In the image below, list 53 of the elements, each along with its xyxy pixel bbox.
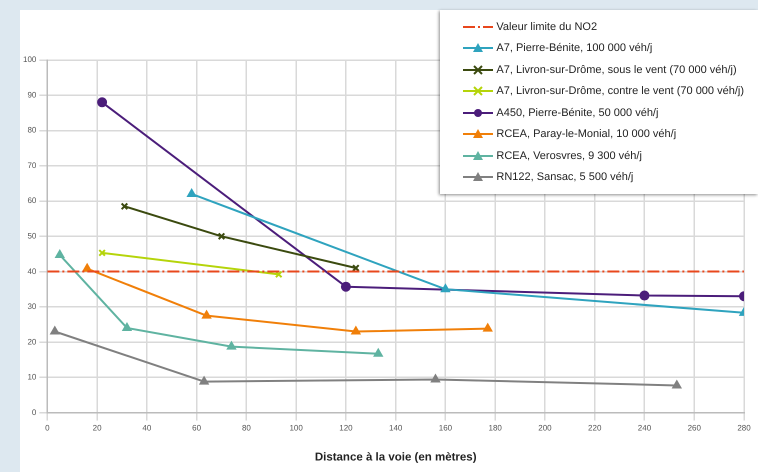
point xyxy=(187,188,196,197)
y-tick-label: 0 xyxy=(32,408,37,417)
y-tick-label: 60 xyxy=(27,196,37,206)
legend-label: RN122, Sansac, 5 500 véh/j xyxy=(496,171,634,184)
point xyxy=(483,324,492,332)
legend-label: RCEA, Verosvres, 9 300 véh/j xyxy=(496,150,642,162)
x-tick-label: 180 xyxy=(488,424,502,433)
point xyxy=(639,290,650,301)
x-tick-label: 260 xyxy=(688,424,702,433)
point xyxy=(672,380,682,388)
x-tick-label: 20 xyxy=(92,424,102,433)
point xyxy=(440,284,450,292)
y-tick-label: 70 xyxy=(27,160,37,170)
point xyxy=(202,310,212,319)
point xyxy=(374,348,383,357)
legend-label: A450, Pierre-Bénite, 50 000 véh/j xyxy=(496,106,658,119)
y-tick-label: 80 xyxy=(27,126,37,135)
y-tick-label: 10 xyxy=(27,372,37,382)
x-tick-label: 100 xyxy=(289,424,304,433)
point xyxy=(340,282,351,292)
point xyxy=(351,326,360,334)
point xyxy=(122,322,132,331)
legend-label: A7, Pierre-Bénite, 100 000 véh/j xyxy=(496,42,652,54)
point xyxy=(97,97,108,108)
point xyxy=(82,264,92,272)
point xyxy=(431,374,440,382)
legend-label: A7, Livron-sur-Drôme, contre le vent (70 000 véh/j) xyxy=(496,85,744,98)
legend-label: Valeur limite du NO2 xyxy=(496,20,598,33)
y-tick-label: 90 xyxy=(27,90,37,100)
x-tick-label: 160 xyxy=(438,424,453,433)
point xyxy=(218,232,226,240)
x-axis-title: Distance à la voie (en mètres) xyxy=(314,451,477,464)
x-tick-label: 60 xyxy=(192,424,202,433)
y-tick-label: 40 xyxy=(27,266,37,276)
x-tick-label: 140 xyxy=(388,424,403,433)
x-tick-label: 200 xyxy=(538,424,552,433)
y-tick-label: 50 xyxy=(27,232,37,241)
y-tick-label: 30 xyxy=(27,302,37,312)
legend-label: A7, Livron-sur-Drôme, sous le vent (70 000 véh/j) xyxy=(496,64,737,76)
y-tick-label: 20 xyxy=(27,337,37,346)
x-tick-label: 120 xyxy=(339,424,354,433)
y-tick-label: 100 xyxy=(22,55,37,64)
point xyxy=(227,342,236,350)
x-tick-label: 0 xyxy=(45,424,50,433)
x-tick-label: 240 xyxy=(638,424,652,433)
x-tick-label: 280 xyxy=(737,424,752,433)
legend-label: RCEA, Paray-le-Monial, 10 000 véh/j xyxy=(496,128,676,140)
point xyxy=(50,326,60,334)
point xyxy=(55,250,64,258)
x-tick-label: 80 xyxy=(242,424,252,433)
point xyxy=(200,376,209,385)
x-tick-label: 40 xyxy=(142,424,152,433)
x-tick-label: 220 xyxy=(588,424,602,433)
